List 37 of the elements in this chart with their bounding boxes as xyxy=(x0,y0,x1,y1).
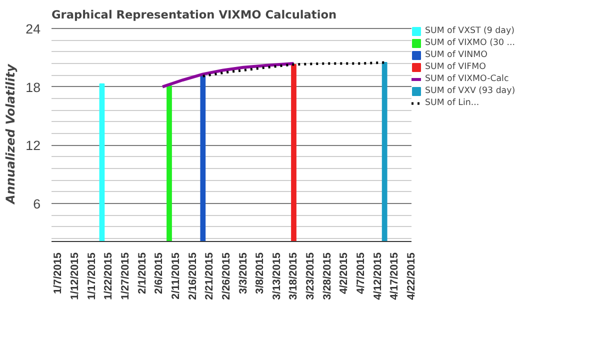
x-tick-label: 2/11/2015 xyxy=(170,252,182,300)
x-tick-label: 2/26/2015 xyxy=(220,252,232,300)
x-tick-label: 2/6/2015 xyxy=(153,252,166,294)
legend-label: SUM of Lin... xyxy=(425,98,480,108)
x-tick-label: 3/18/2015 xyxy=(288,252,300,300)
x-tick-label: 3/23/2015 xyxy=(304,252,317,300)
y-tick-label: 18 xyxy=(26,80,41,95)
y-tick-label: 24 xyxy=(26,21,42,36)
legend-label: SUM of VIXMO (30 ... xyxy=(425,38,515,48)
y-tick-label: 6 xyxy=(33,196,41,212)
legend-label: SUM of VINMO xyxy=(425,50,488,60)
legend-label: SUM of VXV (93 day) xyxy=(425,86,516,96)
x-tick-label: 3/8/2015 xyxy=(254,252,266,294)
x-tick-label: 2/1/2015 xyxy=(136,252,148,294)
chart-title: Graphical Representation VIXMO Calculation xyxy=(52,8,337,22)
y-tick-label: 12 xyxy=(26,138,41,154)
x-tick-label: 4/7/2015 xyxy=(355,252,368,294)
x-tick-label: 1/7/2015 xyxy=(52,252,64,294)
x-tick-label: 2/21/2015 xyxy=(204,252,216,300)
x-tick-label: 3/13/2015 xyxy=(270,252,283,300)
x-tick-label: 1/17/2015 xyxy=(86,252,98,300)
legend-label: SUM of VXST (9 day) xyxy=(425,26,514,36)
x-tick-label: 1/22/2015 xyxy=(102,252,115,300)
x-tick-label: 1/27/2015 xyxy=(120,252,132,300)
x-tick-label: 2/16/2015 xyxy=(186,252,199,300)
x-tick-label: 3/3/2015 xyxy=(237,252,250,294)
line-series xyxy=(161,62,296,88)
legend-label: SUM of VIFMO xyxy=(425,62,486,72)
x-tick-label: 4/22/2015 xyxy=(406,252,418,300)
x-tick-label: 3/28/2015 xyxy=(321,252,334,300)
legend-label: SUM of VIXMO-Calc xyxy=(425,74,509,84)
y-axis-title: Annualized Volatility xyxy=(4,63,18,205)
x-tick-label: 1/12/2015 xyxy=(69,252,82,300)
line-series xyxy=(202,61,386,78)
x-tick-label: 4/2/2015 xyxy=(338,252,350,294)
x-tick-label: 4/12/2015 xyxy=(372,252,384,300)
x-tick-label: 4/17/2015 xyxy=(388,252,401,300)
